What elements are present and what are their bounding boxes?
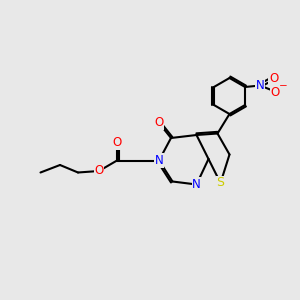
- Text: N: N: [154, 154, 164, 167]
- Text: N: N: [192, 178, 201, 191]
- Text: −: −: [279, 81, 288, 91]
- Text: S: S: [217, 176, 224, 190]
- Text: O: O: [94, 164, 103, 178]
- Text: O: O: [154, 116, 164, 130]
- Text: N: N: [256, 79, 265, 92]
- Text: O: O: [271, 85, 280, 99]
- Text: O: O: [112, 136, 122, 149]
- Text: O: O: [269, 71, 278, 85]
